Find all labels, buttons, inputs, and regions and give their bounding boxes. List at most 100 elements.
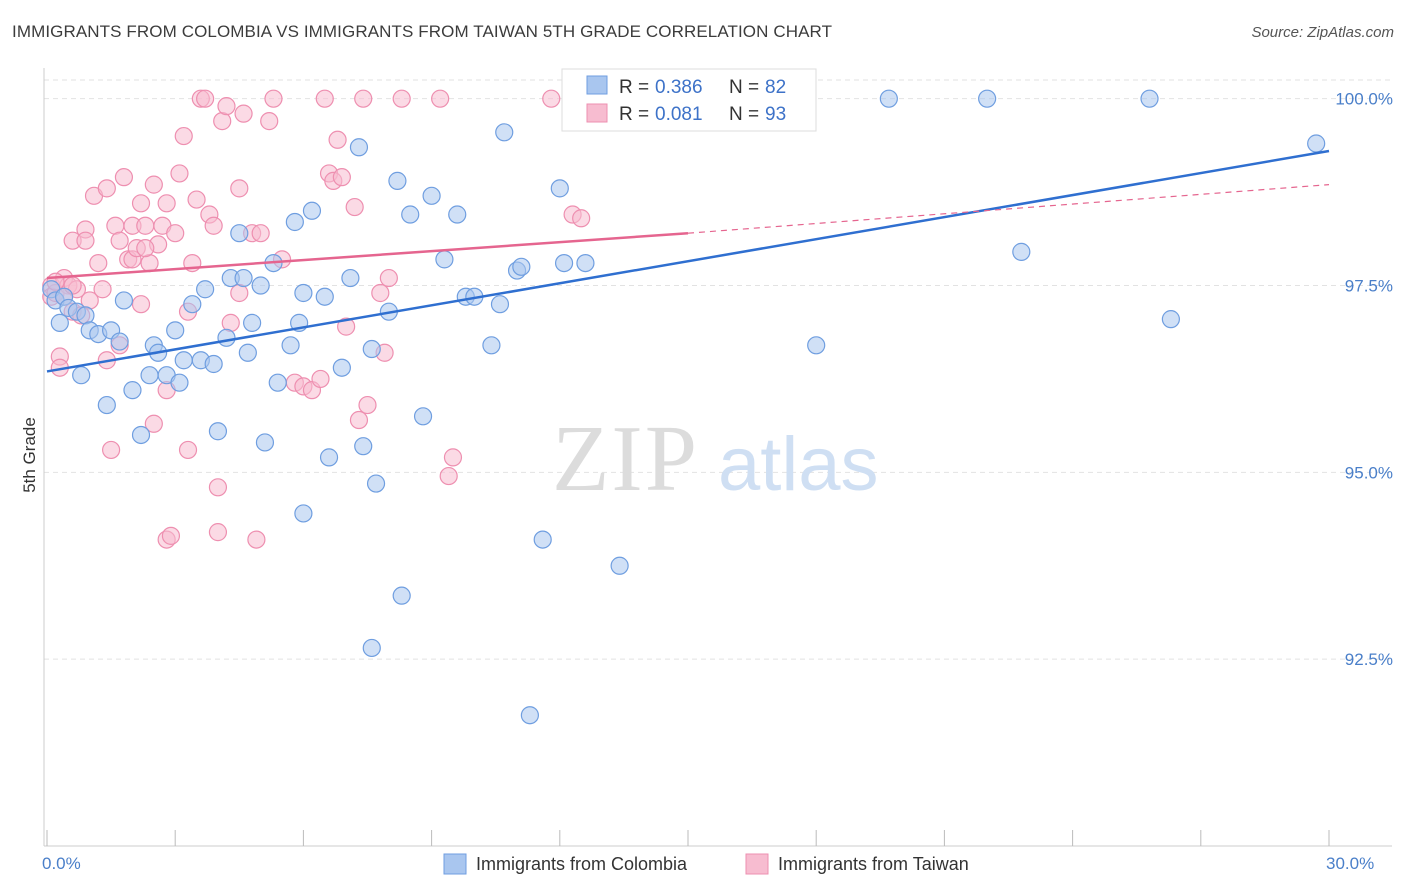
colombia-point xyxy=(196,280,215,299)
colombia-point xyxy=(315,287,334,306)
taiwan-point xyxy=(76,231,95,250)
colombia-point xyxy=(302,201,322,220)
colombia-point xyxy=(435,250,454,269)
taiwan-trend-line-extension xyxy=(687,184,1330,234)
bottom-legend-swatch-colombia xyxy=(443,853,467,875)
colombia-point xyxy=(1140,89,1159,108)
legend-n-value-taiwan: 93 xyxy=(765,104,786,125)
legend-swatch-colombia xyxy=(586,75,608,95)
watermark-zip: ZIP xyxy=(552,407,699,511)
colombia-point xyxy=(110,332,129,351)
taiwan-point xyxy=(204,216,223,235)
taiwan-point xyxy=(358,395,377,415)
colombia-point xyxy=(448,205,467,224)
colombia-point xyxy=(366,474,386,493)
taiwan-point xyxy=(157,194,176,213)
taiwan-point xyxy=(101,440,121,460)
legend-n-label-colombia: N = xyxy=(729,77,759,98)
taiwan-point xyxy=(221,313,240,332)
taiwan-point xyxy=(354,89,373,108)
taiwan-point xyxy=(136,239,155,258)
colombia-point xyxy=(97,395,116,415)
bottom-legend-swatch-taiwan xyxy=(745,853,769,875)
colombia-point xyxy=(294,283,313,303)
taiwan-point xyxy=(349,410,369,430)
colombia-point xyxy=(554,253,574,273)
taiwan-point xyxy=(371,283,390,303)
colombia-point xyxy=(879,89,898,108)
watermark-atlas: atlas xyxy=(718,422,879,507)
taiwan-point xyxy=(178,440,198,460)
taiwan-point xyxy=(174,126,193,146)
colombia-point xyxy=(401,205,420,224)
colombia-point xyxy=(114,291,134,310)
colombia-point xyxy=(238,343,257,362)
colombia-point xyxy=(251,276,270,295)
colombia-point xyxy=(422,186,441,205)
watermark: ZIP atlas xyxy=(552,407,879,511)
taiwan-point xyxy=(110,231,129,250)
colombia-point xyxy=(392,586,411,605)
taiwan-point xyxy=(93,280,112,299)
colombia-point xyxy=(341,268,360,288)
colombia-point xyxy=(285,212,304,232)
taiwan-point xyxy=(166,224,185,243)
taiwan-point xyxy=(230,283,249,303)
taiwan-point xyxy=(217,97,236,116)
colombia-point xyxy=(362,339,381,359)
taiwan-point xyxy=(230,179,249,198)
x-ticks xyxy=(46,830,1330,846)
colombia-point xyxy=(204,354,223,374)
colombia-point xyxy=(281,336,300,355)
trend-lines xyxy=(46,149,1330,373)
taiwan-point xyxy=(332,168,351,187)
y-tick-label: 97.5% xyxy=(1345,277,1393,296)
taiwan-point xyxy=(208,523,228,542)
y-axis-title: 5th Grade xyxy=(20,417,39,493)
colombia-point xyxy=(294,504,313,523)
colombia-point xyxy=(217,328,236,347)
taiwan-point xyxy=(328,130,347,149)
colombia-point xyxy=(807,336,826,355)
stats-legend: R = 0.386 N = 82 R = 0.081 N = 93 xyxy=(561,68,817,132)
taiwan-point xyxy=(106,216,125,235)
colombia-trend-line xyxy=(46,149,1330,373)
colombia-point xyxy=(349,138,369,157)
taiwan-point xyxy=(315,89,334,108)
taiwan-point xyxy=(337,317,356,336)
taiwan-point xyxy=(196,89,215,108)
colombia-point xyxy=(354,437,373,456)
series-legend: Immigrants from Colombia Immigrants from… xyxy=(443,853,969,875)
colombia-point xyxy=(388,171,407,190)
colombia-point xyxy=(978,89,997,108)
taiwan-point xyxy=(131,194,151,213)
colombia-point xyxy=(255,433,275,452)
taiwan-point xyxy=(431,89,450,108)
taiwan-point xyxy=(260,112,279,131)
taiwan-point xyxy=(89,253,108,273)
taiwan-point xyxy=(542,89,561,108)
colombia-point xyxy=(243,313,262,332)
taiwan-point xyxy=(97,179,116,198)
legend-r-value-taiwan: 0.081 xyxy=(655,104,703,125)
colombia-point xyxy=(140,366,159,385)
colombia-point xyxy=(123,381,142,400)
taiwan-trend-line xyxy=(46,231,689,280)
legend-n-value-colombia: 82 xyxy=(765,77,786,98)
taiwan-point xyxy=(443,448,463,467)
y-tick-label: 92.5% xyxy=(1345,650,1393,669)
colombia-point xyxy=(362,638,381,658)
chart-source: Source: ZipAtlas.com xyxy=(1251,24,1394,41)
legend-n-label-taiwan: N = xyxy=(729,104,759,125)
y-tick-label: 100.0% xyxy=(1335,90,1393,109)
y-tick-label: 95.0% xyxy=(1345,463,1393,482)
taiwan-point xyxy=(136,216,155,235)
taiwan-points xyxy=(42,89,591,549)
colombia-point xyxy=(183,295,202,314)
legend-r-value-colombia: 0.386 xyxy=(655,77,703,98)
x-tick-label-min: 0.0% xyxy=(42,854,81,873)
taiwan-point xyxy=(251,224,270,243)
taiwan-point xyxy=(213,112,232,131)
taiwan-point xyxy=(392,89,411,108)
